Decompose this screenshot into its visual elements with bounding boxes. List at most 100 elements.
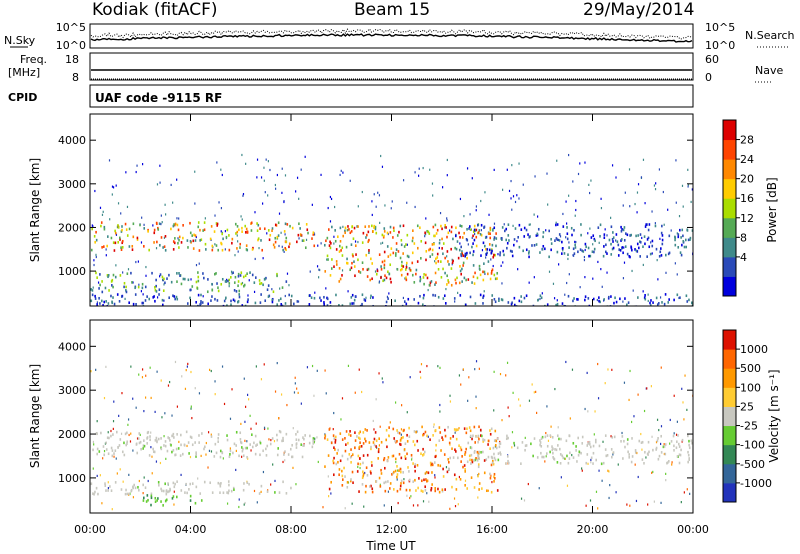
echo-cell xyxy=(592,297,595,301)
echo-cell xyxy=(351,253,354,256)
echo-cell xyxy=(351,453,354,456)
echo-cell xyxy=(536,456,539,459)
echo-cell xyxy=(239,431,242,435)
echo-point xyxy=(160,214,162,217)
colorbar-tick-label: 16 xyxy=(740,192,754,205)
echo-point xyxy=(327,206,329,210)
echo-point xyxy=(438,246,440,250)
echo-cell xyxy=(158,288,161,292)
echo-cell xyxy=(163,245,166,248)
echo-cell xyxy=(177,447,180,450)
echo-cell xyxy=(379,485,382,488)
echo-cell xyxy=(459,224,462,228)
echo-cell xyxy=(283,230,286,233)
echo-cell xyxy=(220,282,223,286)
echo-cell xyxy=(138,488,140,492)
y-tick-label: 1000 xyxy=(58,472,86,485)
cpid-panel-frame xyxy=(89,84,694,108)
echo-cell xyxy=(663,445,666,448)
echo-cell xyxy=(399,442,401,446)
echo-point xyxy=(516,240,518,243)
echo-cell xyxy=(491,461,494,465)
echo-point xyxy=(325,287,327,290)
echo-cell xyxy=(398,230,400,234)
echo-cell xyxy=(494,429,497,433)
echo-cell xyxy=(271,227,274,230)
echo-cell xyxy=(689,236,692,240)
echo-cell xyxy=(186,239,189,242)
echo-point xyxy=(615,491,617,494)
power-ylabel: Slant Range [km] xyxy=(28,158,42,262)
echo-cell xyxy=(688,443,690,447)
echo-cell xyxy=(119,236,121,240)
echo-cell xyxy=(389,482,392,485)
echo-cell xyxy=(260,239,262,242)
echo-cell xyxy=(394,439,396,443)
echo-cell xyxy=(438,241,441,245)
echo-cell xyxy=(627,301,630,304)
echo-cell xyxy=(634,451,637,454)
echo-cell xyxy=(445,226,447,229)
y-tick-label: 3000 xyxy=(58,384,86,397)
echo-point xyxy=(433,425,435,428)
echo-point xyxy=(548,270,551,273)
echo-cell xyxy=(228,282,231,285)
echo-cell xyxy=(441,237,443,241)
colorbar-segment xyxy=(723,120,736,141)
echo-point xyxy=(535,390,537,393)
echo-cell xyxy=(290,294,293,298)
echo-point xyxy=(457,503,459,506)
echo-point xyxy=(218,201,220,204)
echo-point xyxy=(325,392,327,395)
echo-cell xyxy=(172,224,175,228)
echo-cell xyxy=(562,456,565,460)
echo-point xyxy=(499,440,501,444)
echo-cell xyxy=(672,434,675,438)
power-panel-frame xyxy=(89,113,694,307)
echo-cell xyxy=(130,271,132,275)
echo-cell xyxy=(566,237,569,241)
echo-cell xyxy=(339,459,342,463)
echo-cell xyxy=(338,280,341,283)
echo-cell xyxy=(455,428,457,432)
echo-cell xyxy=(116,430,118,434)
echo-cell xyxy=(602,461,605,465)
echo-cell xyxy=(572,299,574,303)
echo-point xyxy=(164,412,166,415)
echo-cell xyxy=(422,490,424,493)
echo-cell xyxy=(203,447,205,451)
echo-point xyxy=(533,213,535,216)
echo-cell xyxy=(496,489,499,492)
echo-cell xyxy=(625,232,627,235)
echo-cell xyxy=(585,245,587,249)
echo-cell xyxy=(507,459,509,463)
echo-cell xyxy=(617,254,620,257)
echo-cell xyxy=(392,226,395,230)
echo-point xyxy=(533,276,535,279)
echo-point xyxy=(419,370,421,374)
echo-point xyxy=(669,418,671,422)
echo-cell xyxy=(507,436,509,440)
echo-point xyxy=(590,458,592,462)
echo-cell xyxy=(102,304,104,306)
echo-cell xyxy=(364,437,366,441)
echo-point xyxy=(689,492,691,495)
echo-cell xyxy=(431,248,434,252)
echo-cell xyxy=(447,260,449,263)
echo-cell xyxy=(107,489,109,492)
echo-cell xyxy=(174,482,176,486)
echo-cell xyxy=(334,435,337,439)
echo-cell xyxy=(256,443,258,446)
echo-cell xyxy=(614,296,616,300)
echo-cell xyxy=(350,478,352,481)
echo-cell xyxy=(399,438,402,442)
echo-point xyxy=(271,288,273,291)
echo-cell xyxy=(369,278,372,282)
colorbar-tick-label: 8 xyxy=(740,231,747,244)
echo-cell xyxy=(362,474,365,478)
echo-cell xyxy=(378,476,381,480)
echo-cell xyxy=(451,485,453,489)
echo-cell xyxy=(184,277,186,281)
echo-cell xyxy=(572,441,575,445)
echo-cell xyxy=(308,303,311,306)
